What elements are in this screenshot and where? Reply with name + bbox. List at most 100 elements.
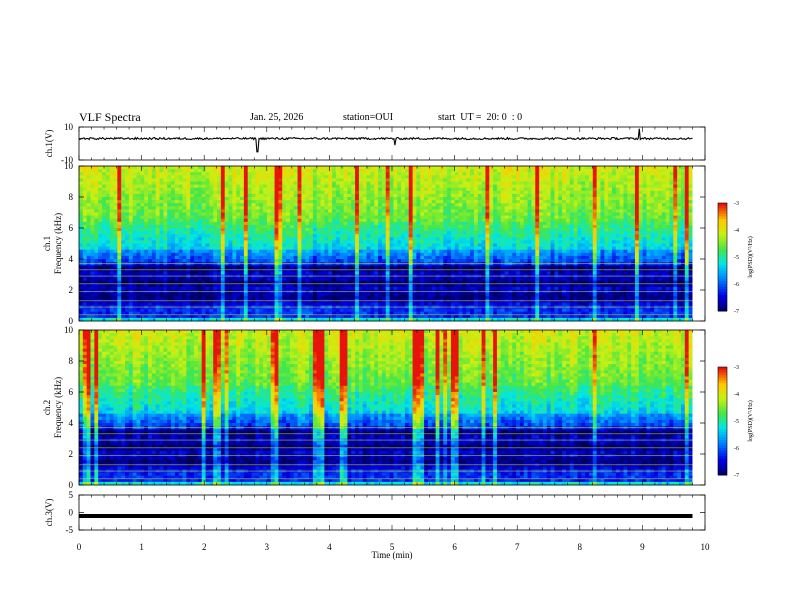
- spectrogram-cell: [98, 197, 103, 201]
- spectrogram-cell: [293, 206, 298, 210]
- spectrogram-cell: [562, 172, 567, 176]
- spectrogram-cell: [558, 181, 563, 185]
- spectrogram-cell: [450, 228, 456, 232]
- spectrogram-cell: [159, 240, 164, 244]
- spectrogram-cell: [527, 246, 532, 251]
- spectrogram-cell: [240, 166, 245, 170]
- spectrogram-cell: [427, 221, 433, 226]
- spectrogram-cell: [581, 221, 586, 226]
- spectrogram-cell: [301, 206, 306, 210]
- spectrogram-cell: [531, 178, 536, 182]
- spectrogram-cell: [508, 187, 513, 192]
- spectrogram-cell: [631, 178, 636, 182]
- spectrogram-cell: [642, 178, 647, 182]
- spectrogram-cell: [493, 259, 498, 263]
- spectrogram-cell: [148, 218, 153, 223]
- spectrogram-cell: [82, 243, 88, 247]
- spectrogram-cell: [174, 234, 180, 238]
- spectrogram-cell: [416, 178, 421, 182]
- spectrogram-cell: [588, 184, 594, 189]
- spectrogram-cell: [619, 212, 624, 216]
- spectrogram-cell: [171, 190, 176, 195]
- spectrogram-cell: [431, 172, 436, 176]
- spectrogram-cell: [665, 212, 670, 216]
- spectrogram-cell: [646, 243, 651, 247]
- spectrogram-cell: [539, 166, 544, 170]
- spectrogram-cell: [309, 255, 314, 260]
- spectrogram-cell: [240, 193, 245, 198]
- spectrogram-cell: [105, 203, 111, 207]
- spectrogram-cell: [558, 237, 563, 241]
- spectrogram-cell: [588, 190, 594, 195]
- spectrogram-cell: [117, 231, 122, 235]
- spectrogram-cell: [259, 215, 264, 220]
- spectrogram-cell: [462, 252, 467, 257]
- spectrogram-cell: [240, 234, 245, 238]
- spectrogram-cell: [600, 193, 605, 198]
- spectrogram-cell: [148, 221, 153, 226]
- spectrogram-cell: [385, 215, 390, 220]
- spectrogram-cell: [224, 193, 229, 198]
- spectrogram-cell: [286, 249, 291, 254]
- spectrogram-cell: [151, 224, 157, 229]
- spectrogram-cell: [355, 181, 360, 185]
- spectrogram-cell: [500, 197, 505, 201]
- spectrogram-cell: [397, 178, 402, 182]
- spectrogram-cell: [320, 240, 325, 244]
- spectrogram-cell: [358, 240, 364, 244]
- spectrogram-cell: [328, 224, 333, 229]
- spectrogram-cell: [140, 255, 145, 260]
- spectrogram-cell: [542, 203, 548, 207]
- spectrogram-cell: [94, 212, 99, 216]
- spectrogram-cell: [240, 255, 245, 260]
- spectrogram-cell: [370, 206, 375, 210]
- spectrogram-cell: [500, 246, 505, 251]
- spectrogram-cell: [615, 243, 621, 247]
- spectrogram-cell: [401, 234, 406, 238]
- spectrogram-cell: [247, 259, 252, 263]
- spectrogram-cell: [657, 187, 663, 192]
- spectrogram-cell: [684, 200, 690, 204]
- spectrogram-cell: [623, 237, 628, 241]
- spectrogram-cell: [102, 243, 107, 247]
- spectrogram-cell: [335, 209, 341, 213]
- spectrogram-cell: [293, 249, 298, 254]
- spectrogram-cell: [531, 231, 536, 235]
- spectrogram-cell: [577, 215, 582, 220]
- spectrogram-cell: [197, 209, 203, 213]
- spectrogram-cell: [312, 218, 318, 223]
- spectrogram-cell: [638, 240, 644, 244]
- spectrogram-cell: [128, 178, 134, 182]
- spectrogram-cell: [144, 193, 149, 198]
- spectrogram-cell: [236, 172, 241, 176]
- spectrogram-cell: [634, 175, 640, 179]
- spectrogram-cell: [397, 172, 402, 176]
- spectrogram-cell: [611, 237, 617, 241]
- spectrogram-cell: [619, 259, 624, 263]
- spectrogram-cell: [665, 184, 670, 189]
- spectrogram-cell: [240, 246, 245, 251]
- spectrogram-cell: [673, 181, 678, 185]
- spectrogram-cell: [519, 172, 525, 176]
- spectrogram-cell: [355, 246, 360, 251]
- spectrogram-cell: [171, 218, 176, 223]
- spectrogram-cell: [677, 175, 682, 179]
- spectrogram-cell: [320, 190, 325, 195]
- spectrogram-cell: [358, 246, 364, 251]
- spectrogram-cell: [151, 187, 157, 192]
- spectrogram-cell: [347, 190, 352, 195]
- spectrogram-cell: [232, 197, 237, 201]
- spectrogram-cell: [209, 243, 214, 247]
- spectrogram-cell: [255, 224, 260, 229]
- spectrogram-cell: [531, 193, 536, 198]
- spectrogram-cell: [201, 255, 206, 260]
- spectrogram-cell: [642, 252, 647, 257]
- spectrogram-cell: [266, 259, 272, 263]
- spectrogram-cell: [174, 246, 180, 251]
- spectrogram-cell: [174, 197, 180, 201]
- spectrogram-cell: [473, 190, 479, 195]
- spectrogram-cell: [355, 178, 360, 182]
- spectrogram-cell: [688, 215, 693, 220]
- spectrogram-cell: [335, 200, 341, 204]
- spectrogram-cell: [684, 234, 690, 238]
